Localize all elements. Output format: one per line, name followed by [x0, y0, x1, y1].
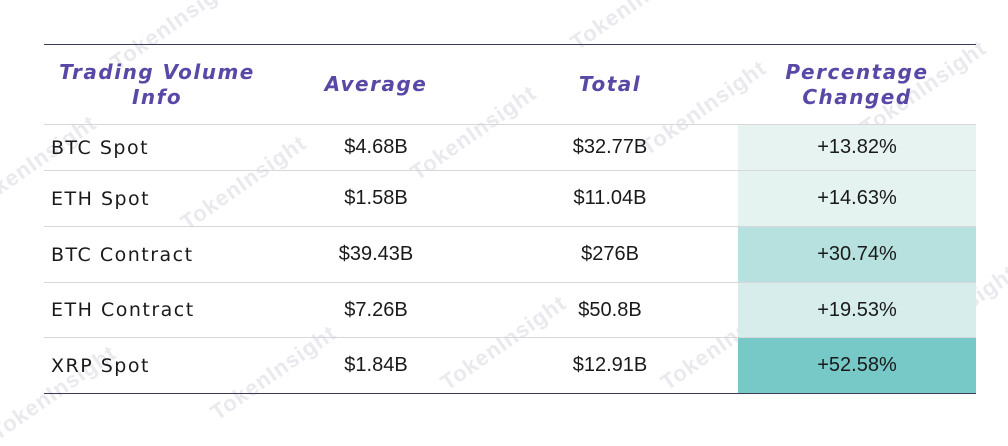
trading-volume-table: Trading Volume Info Average Total Percent…	[44, 44, 976, 394]
percentage-change-cell: +14.63%	[738, 170, 976, 227]
average-cell: $4.68B	[270, 124, 482, 171]
percentage-change-cell: +13.82%	[738, 124, 976, 171]
table-row: ETH Contract $7.26B $50.8B +19.53%	[44, 282, 976, 338]
average-cell: $7.26B	[270, 282, 482, 338]
total-cell: $32.77B	[482, 124, 738, 171]
row-name-cell: BTC Spot	[44, 124, 270, 171]
table-row: BTC Contract $39.43B $276B +30.74%	[44, 226, 976, 283]
percentage-change-cell: +52.58%	[738, 337, 976, 394]
header-trading-volume-info: Trading Volume Info	[44, 44, 270, 125]
header-average: Average	[270, 44, 482, 125]
percentage-change-cell: +30.74%	[738, 226, 976, 283]
average-cell: $1.58B	[270, 170, 482, 227]
total-cell: $11.04B	[482, 170, 738, 227]
percentage-change-cell: +19.53%	[738, 282, 976, 338]
total-cell: $276B	[482, 226, 738, 283]
total-cell: $50.8B	[482, 282, 738, 338]
row-name-cell: ETH Contract	[44, 282, 270, 338]
table-row: BTC Spot $4.68B $32.77B +13.82%	[44, 124, 976, 171]
row-name-cell: BTC Contract	[44, 226, 270, 283]
total-cell: $12.91B	[482, 337, 738, 394]
average-cell: $1.84B	[270, 337, 482, 394]
row-name-cell: XRP Spot	[44, 337, 270, 394]
table-header-row: Trading Volume Info Average Total Percent…	[44, 44, 976, 125]
header-percentage-changed: Percentage Changed	[738, 44, 976, 125]
table-row: XRP Spot $1.84B $12.91B +52.58%	[44, 337, 976, 394]
average-cell: $39.43B	[270, 226, 482, 283]
table-body: BTC Spot $4.68B $32.77B +13.82% ETH Spot $1.5…	[44, 124, 976, 394]
table-row: ETH Spot $1.58B $11.04B +14.63%	[44, 170, 976, 227]
row-name-cell: ETH Spot	[44, 170, 270, 227]
header-total: Total	[482, 44, 738, 125]
